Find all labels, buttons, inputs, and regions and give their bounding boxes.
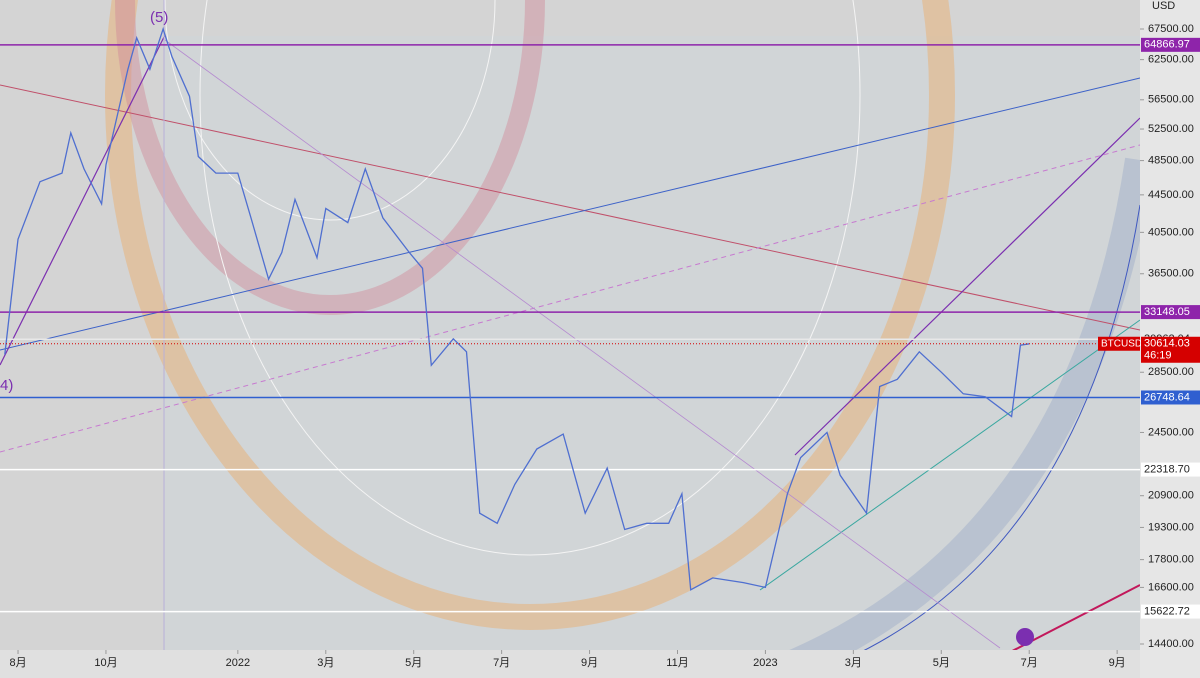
x-tick-label: 11月 bbox=[666, 657, 688, 669]
x-tick-label: 8月 bbox=[9, 657, 26, 669]
price-label-bg bbox=[1141, 37, 1200, 52]
x-tick-label: 9月 bbox=[1109, 657, 1126, 669]
trend-line bbox=[794, 117, 1141, 456]
trend-line bbox=[0, 144, 1141, 453]
price-label-bg bbox=[1141, 604, 1200, 619]
x-tick-label: 5月 bbox=[405, 657, 422, 669]
x-tick-label: 2022 bbox=[226, 657, 250, 669]
x-tick-label: 7月 bbox=[493, 657, 510, 669]
arc bbox=[115, 0, 545, 315]
y-tick-label: 28500.00 bbox=[1148, 366, 1194, 378]
trend-line bbox=[759, 319, 1141, 591]
price-label-bg bbox=[1141, 390, 1200, 405]
x-tick-label: 2023 bbox=[753, 657, 777, 669]
y-tick-label: 36500.00 bbox=[1148, 268, 1194, 280]
arc bbox=[164, 0, 496, 221]
y-tick-label: 17800.00 bbox=[1148, 554, 1194, 566]
price-label: 22318.70 bbox=[1144, 463, 1190, 475]
trend-line bbox=[0, 34, 166, 366]
price-label: 33148.05 bbox=[1144, 306, 1190, 318]
price-label: 64866.97 bbox=[1144, 39, 1190, 51]
axis-unit: USD bbox=[1152, 0, 1175, 12]
symbol-bg bbox=[1098, 336, 1140, 351]
price-line-series bbox=[4, 26, 1030, 591]
y-tick-label: 19300.00 bbox=[1148, 521, 1194, 533]
price-label: 26748.64 bbox=[1144, 391, 1190, 403]
y-tick-label: 20900.00 bbox=[1148, 490, 1194, 502]
x-tick-label: 9月 bbox=[581, 657, 598, 669]
icon[interactable] bbox=[1016, 628, 1034, 646]
y-tick-label: 67500.00 bbox=[1148, 23, 1194, 35]
arc bbox=[105, 0, 955, 630]
zone bbox=[164, 36, 1140, 650]
annotation: (5) bbox=[150, 9, 168, 26]
price-label-bg bbox=[1141, 305, 1200, 320]
x-tick-label: 5月 bbox=[933, 657, 950, 669]
annotation: 4) bbox=[0, 377, 13, 394]
x-tick-label: 10月 bbox=[94, 657, 117, 669]
trend-line bbox=[0, 77, 1141, 351]
y-tick-label: 48500.00 bbox=[1148, 154, 1194, 166]
x-axis-panel bbox=[0, 650, 1140, 678]
x-tick-label: 7月 bbox=[1021, 657, 1038, 669]
y-tick-label: 24500.00 bbox=[1148, 426, 1194, 438]
y-tick-label: 16600.00 bbox=[1148, 581, 1194, 593]
trend-line bbox=[0, 84, 1141, 331]
price-label-bg bbox=[1141, 462, 1200, 477]
y-tick-label: 44500.00 bbox=[1148, 189, 1194, 201]
price-label: 15622.72 bbox=[1144, 605, 1190, 617]
y-tick-label: 52500.00 bbox=[1148, 123, 1194, 135]
x-tick-label: 3月 bbox=[317, 657, 334, 669]
y-tick-label: 40500.00 bbox=[1148, 226, 1194, 238]
last-price-bg bbox=[1141, 336, 1200, 363]
arc bbox=[799, 204, 1141, 678]
x-tick-label: 3月 bbox=[845, 657, 862, 669]
y-tick-label: 62500.00 bbox=[1148, 54, 1194, 66]
y-tick-label: 56500.00 bbox=[1148, 94, 1194, 106]
last-price-label: 30614.03 bbox=[1144, 338, 1190, 350]
arc bbox=[199, 0, 861, 556]
y-tick-label: 14400.00 bbox=[1148, 638, 1194, 650]
arc bbox=[754, 157, 1155, 678]
symbol-label: BTCUSD bbox=[1101, 338, 1142, 349]
countdown: 46:19 bbox=[1144, 350, 1172, 362]
